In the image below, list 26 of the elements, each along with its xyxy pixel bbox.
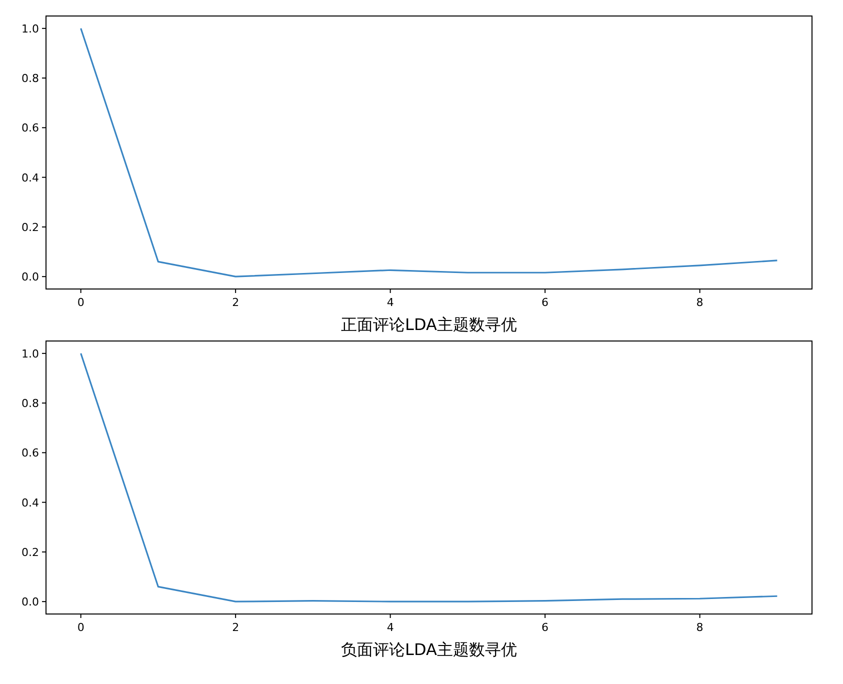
- y-tick-label: 0.6: [22, 446, 39, 460]
- x-tick-label: 6: [542, 621, 549, 634]
- x-tick-label: 8: [696, 621, 704, 634]
- y-tick-label: 0.0: [22, 270, 39, 284]
- y-tick-label: 0.6: [22, 122, 39, 135]
- y-tick-label: 0.4: [22, 496, 39, 510]
- y-tick-label: 0.2: [22, 220, 39, 234]
- x-axis-title: 正面评论LDA主题数寻优: [341, 315, 517, 334]
- y-tick-label: 1.0: [22, 347, 39, 360]
- line-series: [80, 352, 778, 602]
- x-tick-label: 0: [77, 296, 84, 309]
- x-tick-label: 2: [232, 296, 240, 309]
- y-tick-label: 0.8: [22, 397, 39, 410]
- x-tick-label: 4: [386, 621, 394, 634]
- x-tick-label: 2: [232, 621, 240, 634]
- y-tick-label: 0.2: [22, 546, 39, 559]
- x-tick-label: 0: [77, 621, 84, 634]
- y-tick-label: 0.4: [22, 171, 39, 184]
- line-series: [80, 28, 778, 278]
- y-tick-label: 1.0: [22, 22, 39, 36]
- x-axis-title: 负面评论LDA主题数寻优: [341, 640, 517, 659]
- x-tick-label: 4: [386, 296, 394, 309]
- y-tick-label: 0.0: [22, 596, 39, 609]
- y-tick-label: 0.8: [22, 72, 39, 86]
- x-tick-label: 6: [542, 296, 549, 309]
- x-tick-label: 8: [696, 296, 704, 309]
